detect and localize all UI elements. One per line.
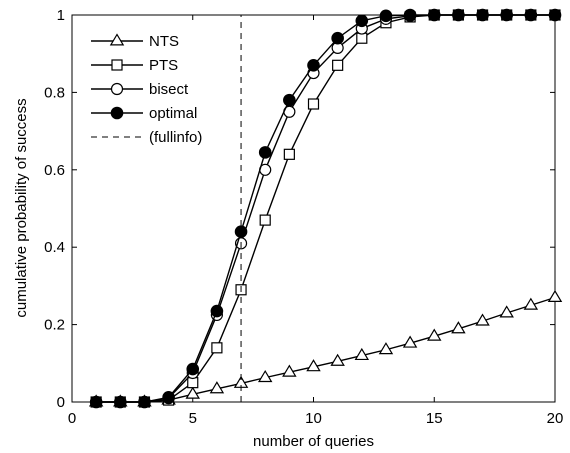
data-point-triangle — [330, 353, 345, 366]
legend-item: NTS — [91, 33, 179, 50]
y-tick-label: 0.8 — [44, 84, 65, 101]
x-tick-label: 15 — [426, 410, 443, 427]
data-point-filled-circle — [258, 146, 272, 159]
x-tick-label: 5 — [189, 410, 197, 427]
series-fullinfo — [240, 14, 555, 402]
data-point-square — [356, 32, 368, 44]
data-point-triangle — [378, 342, 394, 355]
data-point-square — [211, 342, 223, 354]
y-tick-label: 0.4 — [44, 239, 65, 256]
data-point-square — [332, 59, 344, 71]
data-point-triangle — [282, 364, 297, 377]
legend: NTS PTS bisect optimal (fullinfo) — [91, 33, 202, 146]
legend-item: (fullinfo) — [91, 129, 202, 146]
data-point-filled-circle — [186, 362, 200, 376]
legend-label: bisect — [149, 81, 189, 98]
data-point-triangle — [402, 335, 418, 348]
series-group — [88, 8, 563, 409]
y-tick-label: 1 — [57, 7, 65, 24]
data-point-filled-circle — [379, 9, 393, 23]
data-point-filled-circle — [307, 59, 320, 72]
series-line — [240, 14, 555, 402]
data-point-triangle — [109, 33, 125, 46]
data-point-triangle — [427, 328, 442, 341]
legend-label: (fullinfo) — [149, 129, 202, 146]
data-point-triangle — [306, 359, 321, 372]
data-point-filled-circle — [331, 31, 344, 45]
data-point-square — [259, 214, 271, 226]
data-point-filled-circle — [110, 106, 124, 120]
data-point-filled-circle — [114, 395, 127, 409]
data-point-square — [283, 148, 295, 160]
data-point-filled-circle — [89, 395, 103, 409]
data-point-filled-circle — [355, 14, 369, 28]
y-tick-label: 0.6 — [44, 162, 65, 179]
x-axis-label: number of queries — [253, 433, 374, 450]
data-point-filled-circle — [162, 391, 175, 404]
data-point-triangle — [523, 297, 539, 310]
legend-label: PTS — [149, 57, 178, 74]
data-point-filled-circle — [210, 304, 224, 318]
tick-group: 0 5 10 15 20 0 0.2 0.4 0.6 0.8 1 — [44, 7, 563, 427]
y-tick-label: 0 — [57, 394, 65, 411]
x-tick-label: 0 — [68, 410, 76, 427]
legend-label: NTS — [149, 33, 179, 50]
data-point-triangle — [499, 305, 514, 318]
data-point-triangle — [451, 321, 466, 334]
data-point-square — [111, 59, 123, 71]
plot-area — [71, 14, 556, 403]
data-point-circle — [110, 82, 124, 96]
data-point-triangle — [257, 369, 273, 383]
x-tick-label: 10 — [305, 410, 322, 427]
x-tick-label: 20 — [547, 410, 564, 427]
data-point-triangle — [475, 313, 490, 326]
legend-item: PTS — [91, 57, 178, 74]
data-point-triangle — [209, 381, 225, 394]
y-tick-label: 0.2 — [44, 317, 65, 334]
y-axis-label: cumulative probability of success — [13, 98, 30, 317]
legend-item: optimal — [91, 105, 197, 122]
data-point-triangle — [185, 386, 200, 399]
data-point-square — [307, 98, 320, 110]
data-point-filled-circle — [138, 395, 151, 409]
legend-label: optimal — [149, 105, 197, 122]
data-point-triangle — [547, 289, 563, 303]
data-point-filled-circle — [283, 93, 296, 107]
data-point-triangle — [354, 347, 370, 361]
legend-item: bisect — [91, 81, 189, 98]
data-point-square — [187, 377, 199, 389]
